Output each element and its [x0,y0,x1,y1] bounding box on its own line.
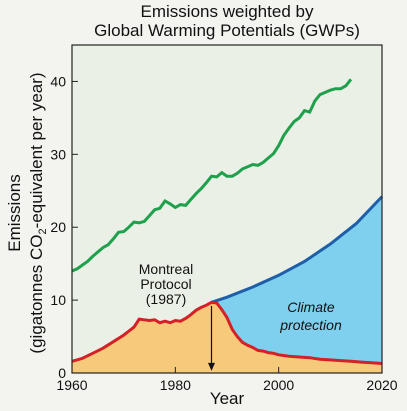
y-axis-label-suffix: -equivalent per year) [27,72,46,228]
y-axis-label-line-1: Emissions [5,174,24,251]
y-tick-label: 10 [50,292,66,308]
y-tick-label: 20 [50,219,66,235]
y-axis-label-subscript: 2 [37,228,49,234]
y-tick-label: 0 [58,365,66,381]
axis-ticks: 1960 1980 2000 2020 0 10 20 30 40 [50,73,397,393]
montreal-label-line-3: (1987) [146,291,186,307]
y-tick-label: 40 [50,73,66,89]
montreal-protocol-area [72,302,382,373]
x-tick-label: 2000 [263,377,294,393]
y-axis-label-line-2: (gigatonnes CO2-equivalent per year) [27,72,49,353]
chart-title-line-2: Global Warming Potentials (GWPs) [94,21,360,40]
y-tick-label: 30 [50,146,66,162]
green-series-line [71,78,353,273]
montreal-label-line-2: Protocol [140,276,191,292]
chart-title-line-1: Emissions weighted by [141,2,314,21]
montreal-arrowhead [208,362,215,371]
climate-label-line-1: Climate [287,299,335,315]
red-series-line [71,300,383,365]
montreal-label-line-1: Montreal [139,261,193,277]
y-axis-label: Emissions (gigatonnes CO2-equivalent per… [5,72,49,353]
climate-label-line-2: protection [279,317,342,333]
x-tick-label: 2020 [366,377,397,393]
blue-series-line [211,195,384,304]
plot-frame [71,44,383,374]
x-tick-label: 1980 [160,377,191,393]
x-tick-label: 1960 [56,377,87,393]
x-axis-label: Year [210,389,245,408]
y-axis-label-prefix: (gigatonnes CO [27,234,46,353]
